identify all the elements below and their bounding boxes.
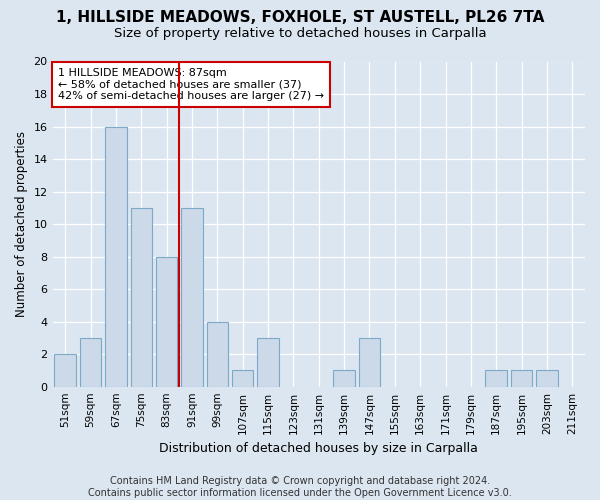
Bar [359, 338, 380, 386]
Text: Size of property relative to detached houses in Carpalla: Size of property relative to detached ho… [113, 28, 487, 40]
Bar [80, 338, 101, 386]
Bar [485, 370, 507, 386]
Bar [105, 126, 127, 386]
Bar [511, 370, 532, 386]
X-axis label: Distribution of detached houses by size in Carpalla: Distribution of detached houses by size … [160, 442, 478, 455]
Text: 1 HILLSIDE MEADOWS: 87sqm
← 58% of detached houses are smaller (37)
42% of semi-: 1 HILLSIDE MEADOWS: 87sqm ← 58% of detac… [58, 68, 324, 101]
Bar [232, 370, 253, 386]
Y-axis label: Number of detached properties: Number of detached properties [15, 131, 28, 317]
Bar [181, 208, 203, 386]
Bar [257, 338, 279, 386]
Bar [536, 370, 558, 386]
Bar [156, 256, 178, 386]
Bar [55, 354, 76, 386]
Bar [131, 208, 152, 386]
Text: 1, HILLSIDE MEADOWS, FOXHOLE, ST AUSTELL, PL26 7TA: 1, HILLSIDE MEADOWS, FOXHOLE, ST AUSTELL… [56, 10, 544, 25]
Bar [206, 322, 228, 386]
Bar [334, 370, 355, 386]
Text: Contains HM Land Registry data © Crown copyright and database right 2024.
Contai: Contains HM Land Registry data © Crown c… [88, 476, 512, 498]
